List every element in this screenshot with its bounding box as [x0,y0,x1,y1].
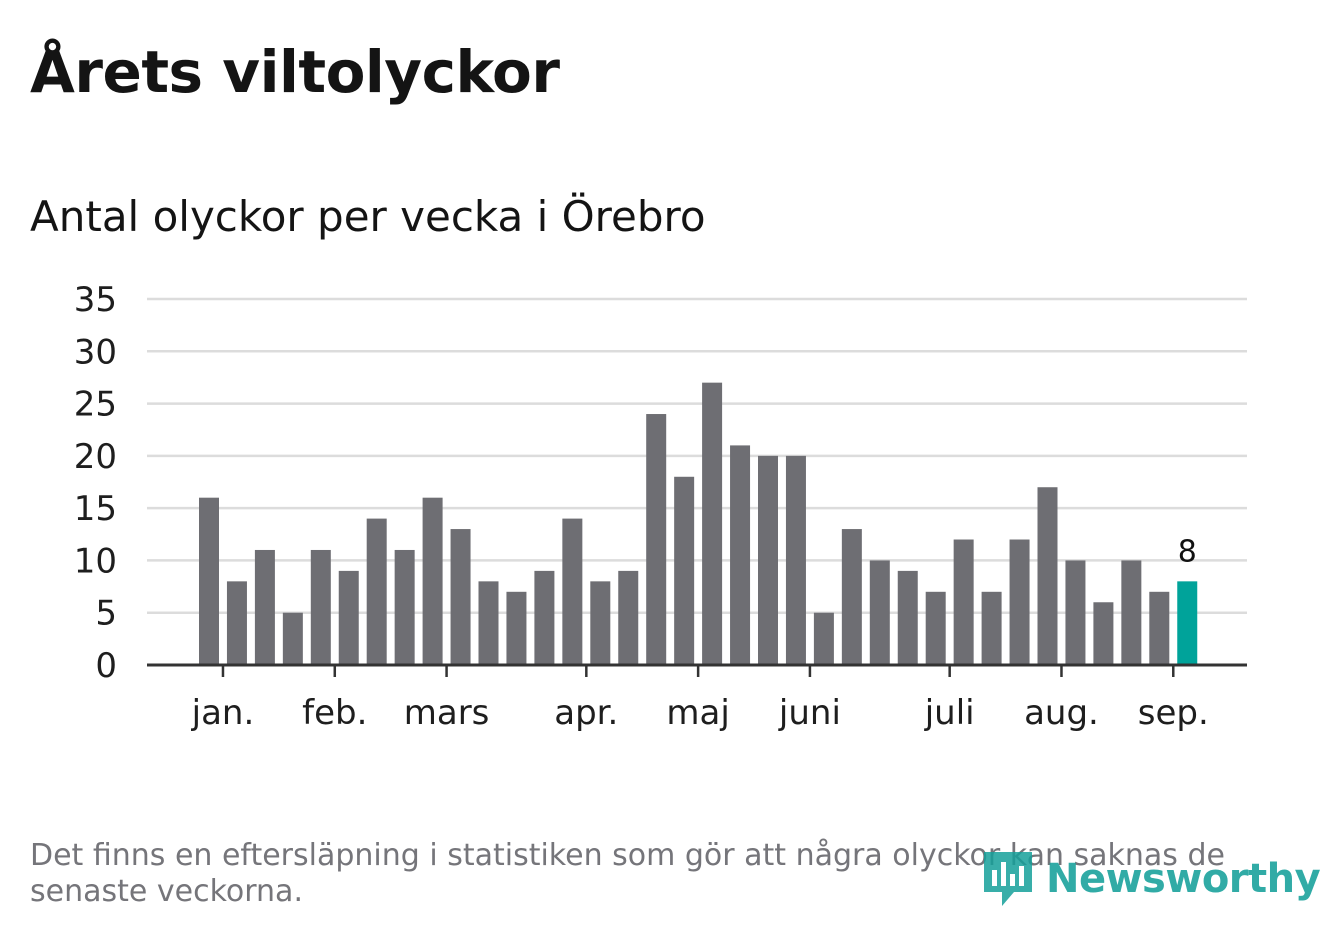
x-tick-label: apr. [554,693,618,733]
bar [394,549,415,665]
newsworthy-logo-icon [984,852,1032,906]
bar [646,414,667,665]
bar [1037,487,1058,665]
y-tick-label: 30 [74,332,117,372]
y-tick-label: 15 [74,489,117,529]
y-tick-label: 0 [95,646,117,686]
bar [1149,591,1170,665]
bar [841,529,862,665]
newsworthy-logo: Newsworthy [980,848,1321,910]
y-tick-label: 35 [74,280,117,320]
bar [366,518,387,665]
x-tick-label: juli [924,693,975,733]
x-tick-label: sep. [1138,693,1209,733]
bar [869,560,890,665]
y-tick-label: 20 [74,437,117,477]
bar [1121,560,1142,665]
bar [450,529,471,665]
newsworthy-logo-text: Newsworthy [1046,856,1321,902]
bar-chart: 0 5 10 15 20 25 30 35 8 jan. feb. mars apr. maj juni ju… [74,280,1247,733]
y-tick-label: 10 [74,541,117,581]
chart-subtitle: Antal olyckor per vecka i Örebro [30,192,706,241]
x-tick-label: juni [778,693,841,733]
bar [1093,602,1114,665]
bar [534,570,555,665]
bar [506,591,527,665]
bar [1065,560,1086,665]
bar [785,455,806,665]
bar [618,570,639,665]
y-tick-label: 25 [74,385,117,425]
bar [1009,539,1030,665]
x-tick-label: aug. [1024,693,1099,733]
x-tick-label: maj [666,693,729,733]
x-tick-label: mars [404,693,490,733]
bar-highlight [1177,581,1198,665]
bar [338,570,359,665]
bar [199,497,219,665]
bar [702,382,723,665]
chart-title: Årets viltolyckor [30,38,560,106]
x-tick-label: feb. [302,693,367,733]
bar [674,476,695,665]
bar [758,455,778,665]
bar [562,518,583,665]
bar [981,591,1002,665]
bar [590,581,611,665]
bar [925,591,946,665]
bar [478,581,499,665]
y-tick-label: 5 [95,594,117,634]
bar [226,581,247,665]
bar [730,445,751,665]
bar [310,549,331,665]
bar [254,549,275,665]
bar [953,539,974,665]
data-label: 8 [1178,534,1197,569]
bar [422,497,443,665]
bar [897,570,918,665]
x-tick-label: jan. [191,693,255,733]
bar [813,612,834,665]
bar [282,612,303,665]
